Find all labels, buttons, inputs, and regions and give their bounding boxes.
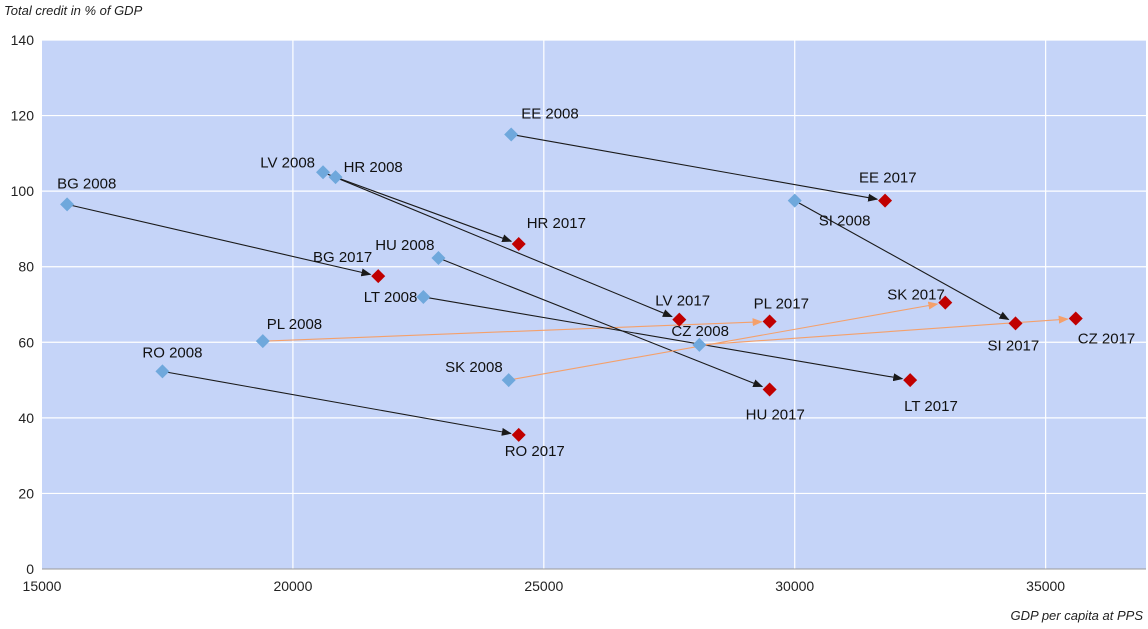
point-bg-2008 [60, 197, 75, 212]
label-si-2008: SI 2008 [819, 213, 871, 230]
label-ee-2008: EE 2008 [521, 105, 579, 122]
point-bg-2017 [371, 269, 386, 284]
label-pl-2017: PL 2017 [754, 296, 809, 313]
x-axis-title: GDP per capita at PPS [1011, 608, 1144, 623]
y-tick-label: 120 [11, 108, 35, 124]
label-cz-2008: CZ 2008 [671, 323, 729, 340]
label-hu-2008: HU 2008 [375, 237, 434, 254]
arrow-hr [335, 176, 513, 242]
point-hu-2008 [431, 251, 446, 266]
x-tick-label: 15000 [23, 578, 62, 594]
y-tick-label: 100 [11, 183, 35, 199]
arrow-lt [423, 296, 904, 382]
point-lv-2017 [672, 312, 687, 327]
arrow-ro [162, 370, 512, 436]
y-tick-label: 40 [18, 410, 34, 426]
label-ee-2017: EE 2017 [859, 170, 917, 187]
label-lv-2008: LV 2008 [260, 154, 315, 171]
point-sk-2008 [501, 373, 516, 388]
point-si-2008 [787, 193, 802, 208]
point-sk-2017 [938, 295, 953, 310]
point-ee-2008 [504, 127, 519, 142]
arrows [66, 133, 1069, 436]
label-cz-2017: CZ 2017 [1078, 330, 1136, 347]
axes: 0 20 40 60 80 100 120 140 15000 20000 25000 30000 35… [11, 32, 1146, 594]
label-hr-2008: HR 2008 [344, 159, 403, 176]
y-axis-title: Total credit in % of GDP [4, 3, 143, 18]
label-pl-2008: PL 2008 [267, 316, 322, 333]
label-ro-2017: RO 2017 [505, 443, 565, 460]
point-ro-2017 [511, 427, 526, 442]
point-ro-2008 [155, 364, 170, 379]
label-bg-2017: BG 2017 [313, 249, 372, 266]
label-si-2017: SI 2017 [988, 337, 1040, 354]
point-ee-2017 [878, 193, 893, 208]
y-tick-label: 140 [11, 32, 35, 48]
arrow-cz [699, 315, 1069, 346]
arrow-bg [66, 203, 372, 277]
arrow-hu [438, 257, 764, 388]
y-tick-label: 20 [18, 485, 34, 501]
label-lt-2017: LT 2017 [904, 398, 958, 415]
plot-area [42, 40, 1146, 569]
label-lt-2008: LT 2008 [364, 289, 418, 306]
label-bg-2008: BG 2008 [57, 175, 116, 192]
y-tick-label: 0 [26, 561, 34, 577]
point-pl-2008 [255, 334, 270, 349]
point-lt-2008 [416, 289, 431, 304]
point-si-2017 [1008, 316, 1023, 331]
arrow-lv [322, 171, 673, 318]
label-sk-2017: SK 2017 [887, 287, 945, 304]
arrow-sk [508, 301, 939, 381]
point-cz-2017 [1068, 311, 1083, 326]
label-hr-2017: HR 2017 [527, 215, 586, 232]
point-hu-2017 [762, 382, 777, 397]
label-ro-2008: RO 2008 [142, 344, 202, 361]
x-tick-label: 20000 [273, 578, 312, 594]
point-lt-2017 [903, 373, 918, 388]
label-hu-2017: HU 2017 [746, 407, 805, 424]
x-tick-label: 35000 [1026, 578, 1065, 594]
y-tick-label: 80 [18, 259, 34, 275]
point-pl-2017 [762, 314, 777, 329]
point-lv-2008 [316, 165, 331, 180]
point-cz-2008 [692, 337, 707, 352]
point-hr-2008 [328, 170, 343, 185]
x-tick-label: 25000 [524, 578, 563, 594]
y-tick-label: 60 [18, 334, 34, 350]
label-lv-2017: LV 2017 [655, 293, 710, 310]
grid-lines [42, 39, 1146, 569]
point-hr-2017 [511, 237, 526, 252]
label-sk-2008: SK 2008 [445, 359, 503, 376]
arrow-si [794, 200, 1010, 320]
data-points [60, 127, 1083, 442]
arrow-ee [511, 133, 879, 202]
point-labels: BG 2008 RO 2008 PL 2008 LV 2008 HR 2008 LT 20… [57, 105, 1135, 459]
x-tick-label: 30000 [775, 578, 814, 594]
